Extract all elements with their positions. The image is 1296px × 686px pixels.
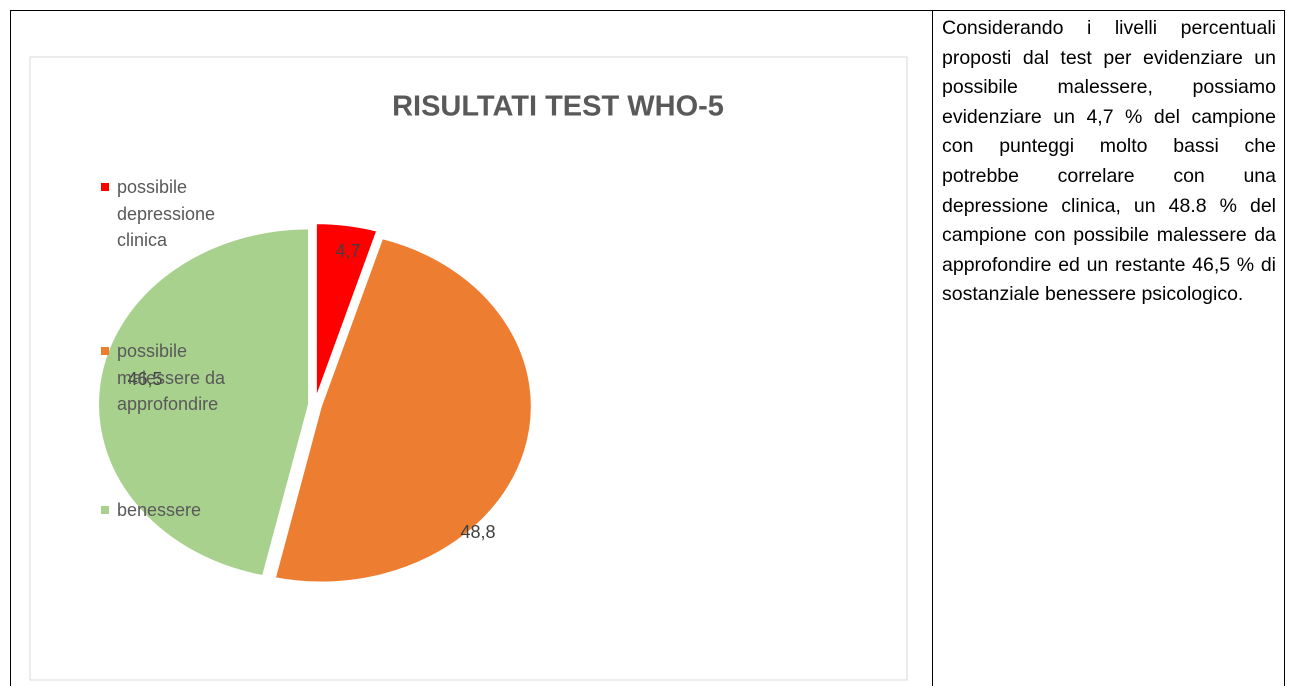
legend-label: possibile depressione clinica [117,177,216,250]
legend-marker [101,506,109,514]
table-border [10,10,1285,686]
legend-label: possibile malessere da approfondire [117,341,226,414]
cell-divider [932,10,933,686]
chart: RISULTATI TEST WHO-5 4,748,846,5possibil… [29,56,908,681]
chart-title: RISULTATI TEST WHO-5 [392,91,724,123]
legend-item: benessere [117,500,202,520]
legend-marker [101,347,109,355]
legend-label: benessere [117,500,202,520]
data-label: 4,7 [335,241,360,261]
pie-slice [314,222,379,400]
legend-marker [101,183,109,191]
data-label: 48,8 [460,522,495,542]
legend-item: possibile depressione clinica [117,177,216,250]
pie-slice [97,227,311,578]
description: Considerando i livelli percentuali propo… [942,17,1276,306]
legend-item: possibile malessere da approfondire [117,341,226,414]
pie-slice [273,236,533,584]
data-label: 46,5 [127,369,162,389]
